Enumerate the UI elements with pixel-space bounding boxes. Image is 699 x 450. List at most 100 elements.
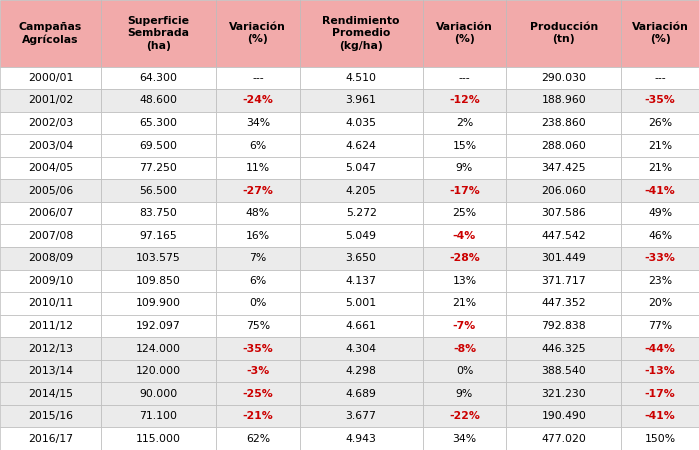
Text: 2012/13: 2012/13 [28,343,73,354]
Text: 7%: 7% [250,253,266,263]
Text: -17%: -17% [644,389,675,399]
Text: -44%: -44% [644,343,676,354]
Text: 2002/03: 2002/03 [28,118,73,128]
Bar [101,315,216,337]
Bar [621,247,699,270]
Text: 301.449: 301.449 [542,253,586,263]
Bar [506,180,621,202]
Text: 25%: 25% [452,208,477,218]
Text: 48%: 48% [246,208,270,218]
Text: 290.030: 290.030 [541,73,586,83]
Bar [621,405,699,428]
Bar [621,428,699,450]
Text: 56.500: 56.500 [139,186,178,196]
Text: -3%: -3% [246,366,270,376]
Text: -22%: -22% [449,411,480,421]
Text: 4.624: 4.624 [346,140,377,151]
Text: 2003/04: 2003/04 [28,140,73,151]
Text: 2%: 2% [456,118,473,128]
Text: 15%: 15% [452,140,477,151]
Bar [422,202,506,225]
Bar [506,202,621,225]
Text: 4.298: 4.298 [346,366,377,376]
Bar [300,337,422,360]
Text: 447.352: 447.352 [542,298,586,308]
Bar [216,360,300,382]
Bar [101,0,216,67]
Bar [101,247,216,270]
Bar [506,428,621,450]
Text: -12%: -12% [449,95,480,105]
Text: 0%: 0% [456,366,473,376]
Bar [300,270,422,292]
Text: -13%: -13% [644,366,675,376]
Bar [422,382,506,405]
Bar [216,428,300,450]
Bar [0,428,101,450]
Bar [0,157,101,180]
Bar [506,112,621,134]
Bar [216,405,300,428]
Bar [216,67,300,89]
Bar [300,180,422,202]
Bar [0,134,101,157]
Bar [422,292,506,315]
Text: 5.001: 5.001 [345,298,377,308]
Bar [101,89,216,112]
Text: 120.000: 120.000 [136,366,181,376]
Bar [506,157,621,180]
Bar [621,202,699,225]
Bar [0,225,101,247]
Bar [621,89,699,112]
Bar [216,112,300,134]
Text: Variación
(%): Variación (%) [436,22,493,45]
Text: 190.490: 190.490 [542,411,586,421]
Text: 90.000: 90.000 [139,389,178,399]
Bar [422,270,506,292]
Text: 2015/16: 2015/16 [28,411,73,421]
Text: 48.600: 48.600 [139,95,178,105]
Text: 124.000: 124.000 [136,343,181,354]
Bar [101,134,216,157]
Bar [621,360,699,382]
Bar [300,382,422,405]
Text: 77%: 77% [648,321,672,331]
Bar [0,405,101,428]
Text: 65.300: 65.300 [139,118,178,128]
Text: -35%: -35% [644,95,675,105]
Text: 103.575: 103.575 [136,253,181,263]
Bar [506,134,621,157]
Bar [0,382,101,405]
Text: 49%: 49% [648,208,672,218]
Bar [422,157,506,180]
Text: Variación
(%): Variación (%) [632,22,689,45]
Text: 34%: 34% [452,434,477,444]
Bar [506,292,621,315]
Text: ---: --- [252,73,264,83]
Bar [621,337,699,360]
Bar [216,247,300,270]
Text: -28%: -28% [449,253,480,263]
Text: 69.500: 69.500 [139,140,178,151]
Bar [300,405,422,428]
Bar [101,270,216,292]
Bar [101,405,216,428]
Bar [0,180,101,202]
Bar [621,157,699,180]
Bar [506,0,621,67]
Bar [0,202,101,225]
Text: -35%: -35% [243,343,273,354]
Text: 4.661: 4.661 [346,321,377,331]
Bar [621,225,699,247]
Bar [621,315,699,337]
Bar [506,270,621,292]
Bar [216,157,300,180]
Text: 3.677: 3.677 [346,411,377,421]
Bar [101,360,216,382]
Text: -24%: -24% [243,95,273,105]
Bar [216,89,300,112]
Text: Variación
(%): Variación (%) [229,22,287,45]
Bar [300,157,422,180]
Text: 347.425: 347.425 [542,163,586,173]
Text: 150%: 150% [644,434,676,444]
